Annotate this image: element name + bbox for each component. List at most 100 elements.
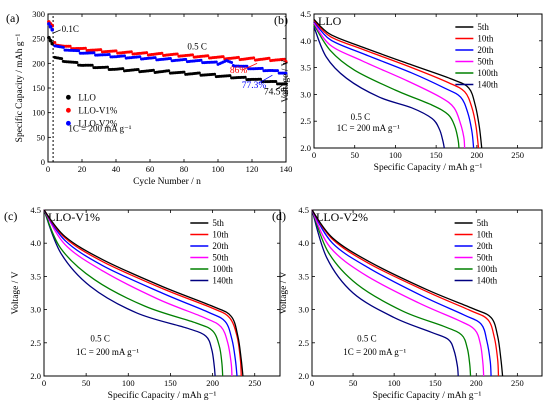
x-tick-label: 50 — [82, 378, 91, 388]
series-line-5th — [43, 209, 244, 377]
legend-label: 10th — [477, 230, 494, 240]
legend-marker — [66, 120, 71, 126]
plot-frame — [311, 209, 543, 377]
data-point — [61, 45, 65, 49]
data-point — [191, 53, 194, 57]
legend-label: 140th — [477, 80, 498, 90]
annotation-rate: 0.5 C — [351, 112, 371, 122]
series-line-20th — [313, 21, 475, 149]
x-tick-label: 100 — [389, 150, 402, 160]
data-point — [50, 27, 55, 32]
data-point — [276, 69, 279, 73]
y-tick-label: 250 — [32, 34, 45, 44]
data-point — [106, 65, 109, 69]
x-tick-label: 50 — [349, 378, 358, 388]
x-tick-label: 20 — [78, 164, 87, 174]
data-point — [48, 25, 53, 29]
annotation-rate: 0.5 C — [90, 333, 110, 343]
y-tick-label: 4.5 — [298, 205, 309, 215]
y-axis-title: Specific Capacity / mAh g⁻¹ — [14, 34, 25, 143]
y-tick-label: 150 — [32, 83, 45, 93]
x-tick-label: 100 — [388, 378, 401, 388]
data-point — [121, 67, 125, 71]
data-point — [50, 41, 55, 46]
data-point — [136, 67, 140, 71]
series-line-10th — [311, 209, 500, 377]
annotation-current: 1C = 200 mA g⁻¹ — [68, 123, 131, 133]
series-line-140th — [311, 209, 459, 377]
panel-title: LLO-V2% — [316, 210, 368, 224]
data-point — [114, 49, 118, 53]
legend-label: LLO — [78, 92, 96, 102]
legend-label: 100th — [212, 264, 233, 274]
data-point — [260, 66, 264, 70]
data-point — [68, 44, 72, 48]
y-tick-label: 3.0 — [30, 305, 41, 315]
x-tick-label: 50 — [350, 150, 359, 160]
x-tick-label: 200 — [470, 378, 483, 388]
retention-llo: 74.5% — [264, 87, 289, 97]
data-point — [243, 75, 247, 79]
x-tick-label: 40 — [112, 164, 121, 174]
plot-frame — [313, 13, 543, 149]
x-tick-label: 80 — [180, 164, 189, 174]
annotation-arrow — [53, 29, 61, 34]
x-tick-label: 250 — [511, 378, 524, 388]
y-tick-label: 2.0 — [300, 143, 311, 153]
annotation-current: 1C = 200 mA g⁻¹ — [337, 123, 400, 133]
y-tick-label: 3.0 — [300, 89, 311, 99]
legend-label: 100th — [477, 264, 498, 274]
data-point — [182, 70, 186, 74]
x-tick-label: 100 — [122, 378, 135, 388]
data-point — [47, 22, 51, 26]
legend: LLO LLO-V1% LLO-V2% — [66, 92, 118, 128]
series-LLO-V1% — [47, 20, 288, 63]
data-point — [107, 53, 111, 57]
y-tick-label: 4.0 — [298, 238, 309, 248]
data-point — [175, 52, 179, 56]
y-tick-label: 2.0 — [30, 371, 41, 381]
x-axis-title: Specific Capacity / mAh g⁻¹ — [373, 390, 482, 401]
y-tick-label: 50 — [37, 132, 46, 142]
data-point — [184, 57, 188, 61]
x-axis-title: Specific Capacity / mAh g⁻¹ — [108, 390, 217, 401]
data-point — [199, 58, 203, 62]
legend-label: 5th — [212, 218, 224, 228]
retention-v2: 77.3% — [242, 81, 267, 91]
data-point — [284, 82, 288, 86]
legend-label: 50th — [477, 253, 494, 263]
x-tick-label: 250 — [511, 150, 524, 160]
y-tick-label: 4.5 — [30, 205, 41, 215]
legend-label: 10th — [212, 230, 229, 240]
x-tick-label: 60 — [146, 164, 155, 174]
series-line-5th — [313, 18, 483, 149]
y-tick-label: 3.5 — [300, 63, 311, 73]
y-tick-label: 3.0 — [298, 305, 309, 315]
x-tick-label: 150 — [429, 378, 442, 388]
y-axis-title: Voltage / V — [11, 271, 21, 314]
series-line-5th — [311, 209, 504, 377]
y-tick-label: 100 — [32, 108, 45, 118]
legend-label: 140th — [212, 276, 233, 286]
series-line-10th — [43, 209, 242, 377]
data-point — [230, 60, 234, 64]
data-point — [83, 46, 87, 50]
legend-label: 50th — [212, 253, 229, 263]
data-point — [90, 63, 94, 67]
y-tick-label: 4.5 — [300, 9, 311, 19]
panel-b: 0 50 100 150 200 250 2.0 2.5 3.0 3.5 4.0 4.5 Specifi… — [274, 9, 543, 173]
series-line-10th — [313, 19, 480, 149]
series-line-50th — [311, 209, 485, 377]
x-tick-label: 200 — [206, 378, 219, 388]
annotation-0.1C: 0.1C — [62, 24, 79, 34]
data-point — [99, 48, 103, 52]
legend-label: 50th — [477, 57, 494, 67]
y-tick-label: 4.0 — [30, 238, 41, 248]
x-tick-label: 140 — [280, 164, 293, 174]
legend-label: 5th — [477, 218, 489, 228]
data-point — [236, 55, 240, 59]
series-line-50th — [43, 209, 233, 377]
x-axis-title: Cycle Number / n — [133, 177, 201, 187]
